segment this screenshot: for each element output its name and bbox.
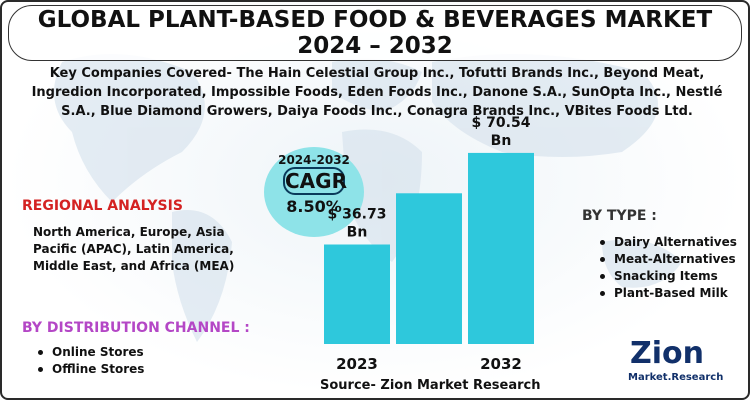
- cagr-label: CAGR: [283, 167, 347, 195]
- x-tick-label: 2032: [480, 355, 522, 373]
- list-item: Plant-Based Milk: [598, 285, 737, 302]
- list-item: Dairy Alternatives: [598, 234, 737, 251]
- x-tick-label: 2023: [336, 355, 378, 373]
- data-label: Bn: [347, 224, 368, 240]
- key-companies-text: Key Companies Covered- The Hain Celestia…: [31, 66, 723, 119]
- cagr-years: 2024-2032: [278, 153, 350, 167]
- list-item: Snacking Items: [598, 268, 737, 285]
- by-type-title: BY TYPE :: [582, 208, 657, 224]
- source-text: Source- Zion Market Research: [320, 378, 541, 393]
- cagr-value: 8.50%: [286, 197, 342, 216]
- distribution-channel-list: Online Stores Offline Stores: [36, 344, 144, 378]
- bar-middle: [396, 193, 462, 344]
- bar-2023: [324, 244, 390, 344]
- title-line-1: GLOBAL PLANT-BASED FOOD & BEVERAGES MARK…: [37, 7, 713, 33]
- title-banner: GLOBAL PLANT-BASED FOOD & BEVERAGES MARK…: [8, 5, 742, 61]
- distribution-channel-title: BY DISTRIBUTION CHANNEL :: [22, 320, 250, 336]
- list-item: Meat-Alternatives: [598, 251, 737, 268]
- list-item: Online Stores: [36, 344, 144, 361]
- bar-2032: [468, 152, 534, 344]
- zion-logo: Zion Market.Research: [622, 336, 742, 398]
- regional-analysis-text: North America, Europe, Asia Pacific (APA…: [33, 225, 235, 273]
- by-type-list: Dairy Alternatives Meat-Alternatives Sna…: [598, 234, 737, 302]
- regional-analysis-title: REGIONAL ANALYSIS: [22, 198, 183, 214]
- title-line-2: 2024 – 2032: [297, 33, 453, 59]
- logo-name: Zion: [630, 336, 705, 371]
- logo-subtitle: Market.Research: [628, 372, 724, 383]
- cagr-badge: 2024-2032 CAGR 8.50%: [264, 147, 364, 237]
- list-item: Offline Stores: [36, 361, 144, 378]
- data-label: $ 36.73: [328, 206, 387, 222]
- data-label: $ 70.54: [472, 115, 531, 131]
- data-label: Bn: [491, 133, 512, 149]
